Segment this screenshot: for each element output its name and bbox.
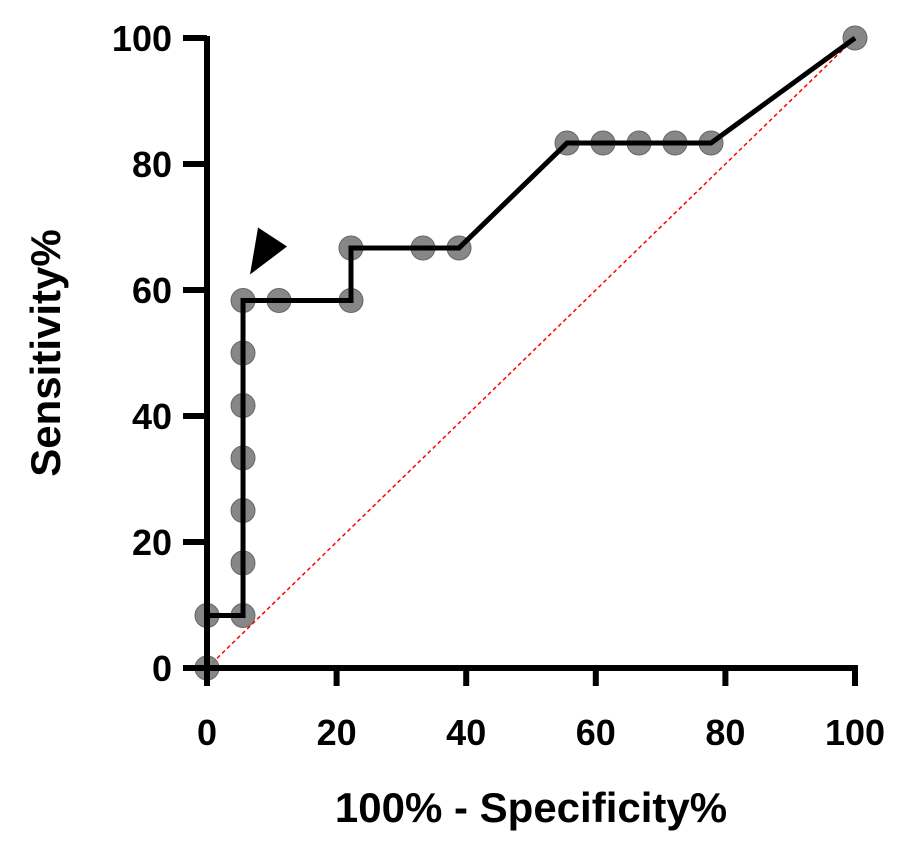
roc-curve-line <box>204 35 857 668</box>
x-axis-label: 100% - Specificity% <box>335 784 727 831</box>
y-axis-label: Sensitivity% <box>22 229 69 476</box>
y-tick-label: 80 <box>132 144 172 185</box>
arrowhead-annotation <box>250 227 288 275</box>
x-tick-label: 20 <box>317 712 357 753</box>
x-tick-label: 80 <box>705 712 745 753</box>
x-tick-label: 40 <box>446 712 486 753</box>
y-tick-label: 100 <box>112 18 172 59</box>
x-tick-label: 100 <box>825 712 885 753</box>
x-tick-label: 0 <box>197 712 217 753</box>
y-tick-label: 0 <box>152 648 172 689</box>
y-tick-label: 20 <box>132 522 172 563</box>
y-tick-label: 60 <box>132 270 172 311</box>
y-tick-label: 40 <box>132 396 172 437</box>
x-tick-label: 60 <box>576 712 616 753</box>
reference-diagonal-line <box>206 37 856 669</box>
